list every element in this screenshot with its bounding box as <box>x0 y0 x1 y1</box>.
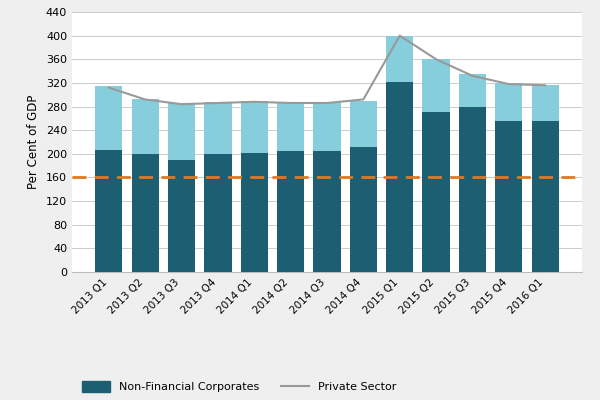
Bar <box>495 83 523 121</box>
Bar <box>95 150 122 272</box>
Bar <box>131 154 159 272</box>
Bar <box>350 101 377 147</box>
Bar <box>422 112 450 272</box>
Bar <box>168 160 195 272</box>
Bar <box>459 106 486 272</box>
Bar <box>422 59 450 112</box>
Bar <box>95 86 122 150</box>
Bar <box>386 82 413 272</box>
Bar <box>168 103 195 160</box>
Bar <box>131 100 159 154</box>
Bar <box>350 147 377 272</box>
Bar <box>241 101 268 153</box>
Bar <box>277 102 304 151</box>
Bar <box>495 121 523 272</box>
Bar <box>532 121 559 272</box>
Bar <box>313 151 341 272</box>
Bar <box>204 102 232 154</box>
Bar <box>277 151 304 272</box>
Bar <box>313 102 341 151</box>
Y-axis label: Per Cent of GDP: Per Cent of GDP <box>28 95 40 189</box>
Bar <box>459 74 486 106</box>
Legend: Non-Financial Corporates, Households, Private Sector, EU Threshold: Non-Financial Corporates, Households, Pr… <box>77 376 401 400</box>
Bar <box>532 85 559 121</box>
Bar <box>386 36 413 82</box>
Bar <box>204 154 232 272</box>
Bar <box>241 153 268 272</box>
